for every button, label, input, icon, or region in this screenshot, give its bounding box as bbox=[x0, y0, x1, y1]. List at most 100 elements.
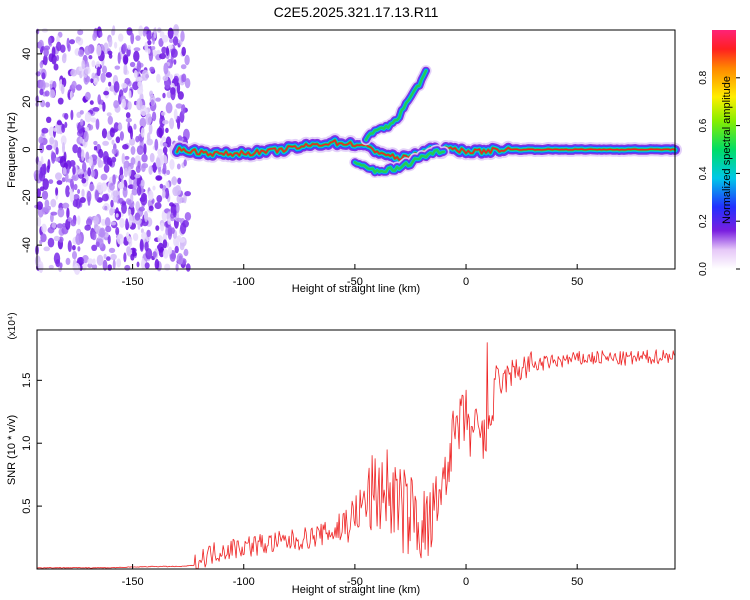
noise-blob bbox=[161, 111, 166, 116]
noise-blob bbox=[50, 198, 57, 208]
noise-blob bbox=[127, 45, 132, 50]
noise-blob bbox=[77, 215, 81, 226]
noise-blob bbox=[81, 149, 85, 162]
snr-line bbox=[36, 342, 675, 569]
noise-blob bbox=[39, 79, 46, 91]
noise-blob bbox=[70, 109, 74, 121]
noise-blob bbox=[81, 177, 87, 184]
noise-blob bbox=[147, 190, 154, 201]
colorbar-ticks: 0.0 0.2 0.4 0.6 0.8 bbox=[698, 70, 740, 276]
noise-blob bbox=[119, 174, 124, 180]
noise-blob bbox=[75, 84, 82, 91]
noise-blob bbox=[111, 139, 115, 145]
noise-blob bbox=[77, 29, 84, 36]
noise-blob bbox=[147, 48, 151, 54]
noise-blob bbox=[175, 103, 183, 109]
noise-blob bbox=[93, 145, 98, 151]
noise-blob bbox=[157, 148, 164, 156]
noise-blob bbox=[162, 92, 166, 99]
noise-blob bbox=[53, 235, 60, 242]
noise-blob bbox=[79, 110, 84, 115]
noise-blob bbox=[144, 41, 149, 53]
noise-blob bbox=[137, 86, 144, 95]
noise-blob bbox=[169, 159, 175, 170]
colorbar: 0.0 0.2 0.4 0.6 0.8 Normalized spectral ampl… bbox=[698, 30, 740, 276]
noise-blob bbox=[119, 131, 124, 141]
noise-blob bbox=[94, 190, 99, 201]
noise-blob bbox=[152, 251, 157, 258]
noise-blob bbox=[77, 168, 84, 175]
noise-blob bbox=[155, 225, 160, 231]
noise-blob bbox=[91, 72, 96, 80]
noise-blob bbox=[141, 153, 148, 163]
noise-blob bbox=[122, 186, 128, 198]
noise-blob bbox=[173, 75, 179, 84]
noise-blob bbox=[77, 146, 82, 159]
snr-panel: -150 -100 -50 0 50 0.5 1.0 1.5 Height of strai… bbox=[6, 312, 676, 596]
snr-y-axis: 0.5 1.0 1.5 bbox=[21, 373, 42, 514]
noise-blob bbox=[96, 44, 102, 57]
noise-blob bbox=[40, 99, 46, 108]
noise-blob bbox=[109, 86, 114, 92]
noise-blob bbox=[165, 227, 169, 236]
noise-blob bbox=[156, 73, 161, 83]
noise-blob bbox=[183, 248, 189, 257]
noise-blob bbox=[122, 43, 128, 52]
noise-blob bbox=[51, 54, 57, 65]
noise-blob bbox=[156, 176, 162, 181]
noise-blob bbox=[141, 258, 145, 270]
noise-blob bbox=[111, 156, 117, 163]
noise-blob bbox=[163, 62, 169, 75]
noise-blob bbox=[39, 61, 44, 69]
noise-blob bbox=[35, 71, 41, 77]
noise-blob bbox=[44, 199, 50, 208]
spectrogram-x-axis: -150 -100 -50 0 50 bbox=[122, 264, 583, 288]
noise-blob bbox=[174, 185, 182, 196]
x-tick-label: -100 bbox=[233, 276, 255, 288]
noise-blob bbox=[100, 72, 106, 83]
noise-blob bbox=[41, 72, 46, 80]
noise-blob bbox=[84, 45, 91, 56]
noise-blob bbox=[128, 213, 133, 226]
snr-x-label: Height of straight line (km) bbox=[292, 584, 420, 596]
noise-blob bbox=[147, 40, 152, 46]
noise-blob bbox=[84, 112, 92, 123]
noise-blob bbox=[176, 163, 181, 170]
noise-blob bbox=[88, 155, 93, 167]
noise-blob bbox=[122, 144, 129, 150]
noise-blob bbox=[91, 244, 98, 251]
noise-blob bbox=[162, 249, 169, 259]
noise-blob bbox=[141, 69, 149, 81]
x-tick-label: -100 bbox=[233, 576, 255, 588]
noise-blob bbox=[127, 101, 132, 110]
noise-blob bbox=[91, 231, 97, 241]
noise-blob bbox=[85, 91, 91, 101]
noise-blob bbox=[177, 177, 182, 185]
noise-blob bbox=[39, 88, 44, 96]
noise-blob bbox=[100, 173, 108, 181]
noise-blob bbox=[103, 253, 107, 259]
snr-frame bbox=[36, 329, 676, 570]
noise-blob bbox=[121, 98, 126, 109]
x-tick-label: -50 bbox=[347, 576, 363, 588]
noise-blob bbox=[79, 173, 83, 178]
noise-blob bbox=[91, 264, 98, 270]
noise-blob bbox=[57, 97, 64, 105]
noise-blob bbox=[89, 100, 94, 105]
noise-blob bbox=[61, 53, 67, 64]
noise-blob bbox=[121, 202, 127, 214]
x-tick-label: -150 bbox=[122, 576, 144, 588]
noise-blob bbox=[174, 245, 179, 254]
noise-blob bbox=[99, 227, 106, 238]
colorbar-gradient bbox=[712, 30, 736, 269]
noise-blob bbox=[167, 44, 174, 50]
y-tick-label: 0 bbox=[21, 146, 33, 152]
noise-blob bbox=[139, 240, 144, 252]
noise-blob bbox=[148, 165, 153, 175]
noise-blob bbox=[80, 118, 84, 126]
noise-blob bbox=[104, 205, 108, 211]
noise-blob bbox=[62, 142, 65, 154]
noise-blob bbox=[117, 52, 121, 65]
noise-blob bbox=[126, 246, 131, 256]
snr-multiplier: (x10⁴) bbox=[7, 312, 18, 339]
